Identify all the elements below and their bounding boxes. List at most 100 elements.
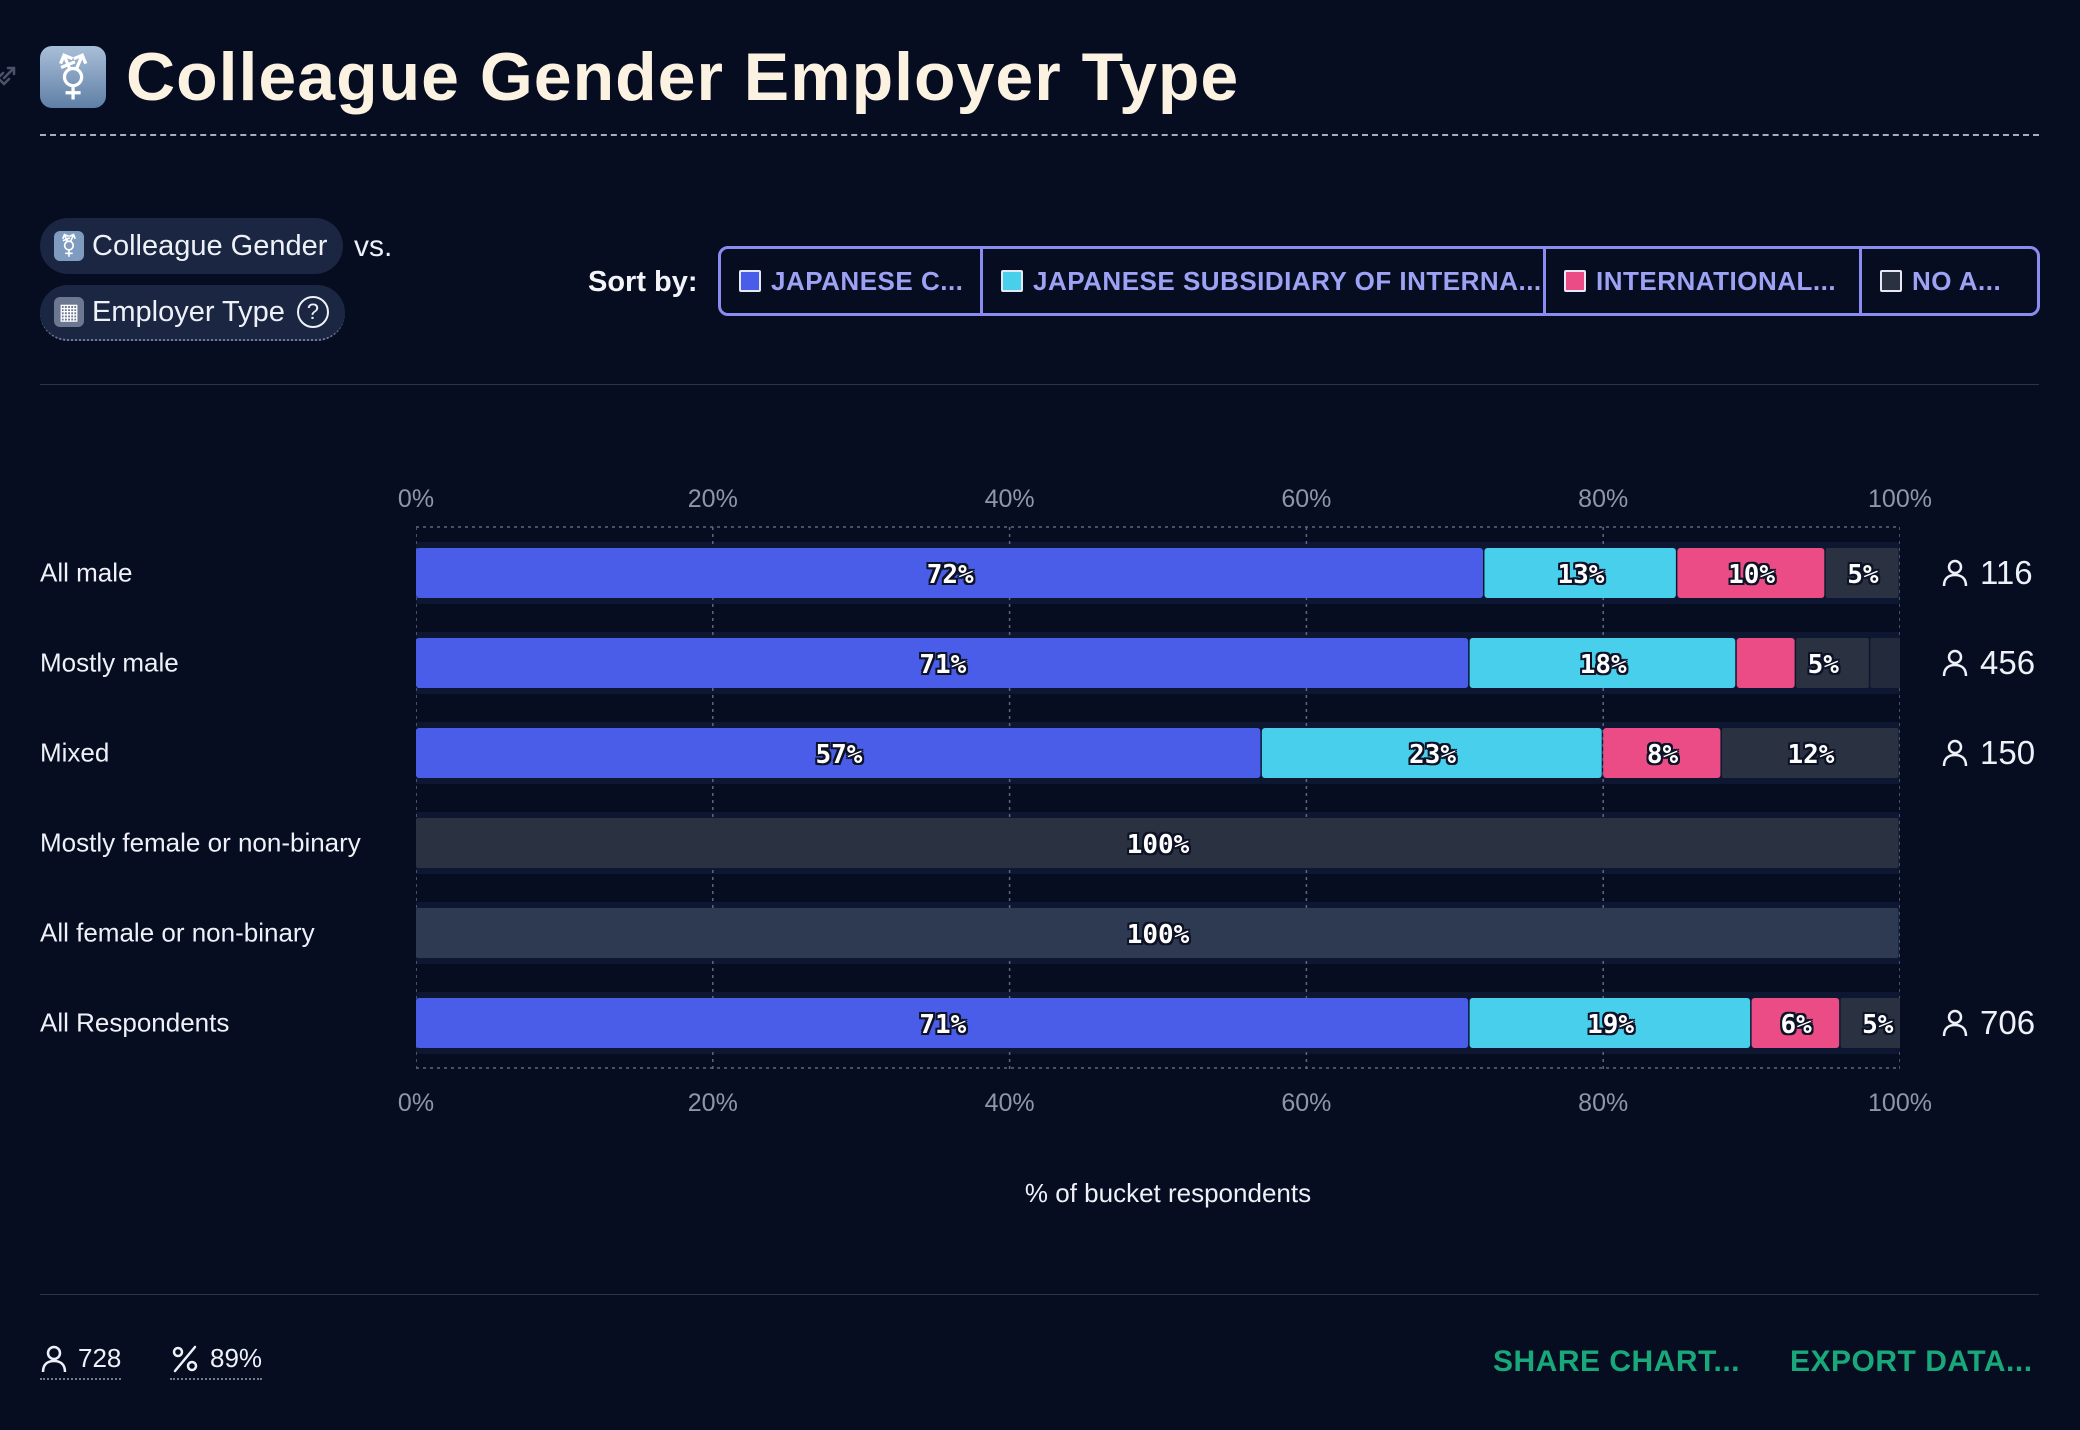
bar-japanese-subsidiary <box>1469 638 1736 688</box>
data-label: 19% <box>1587 1010 1635 1040</box>
x-tick-label-bottom: 40% <box>984 1089 1035 1117</box>
category-label: All female or non-binary <box>40 917 315 948</box>
sort-options: JAPANESE C... JAPANESE SUBSIDIARY OF INT… <box>718 246 2040 316</box>
sort-option-label: NO A... <box>1912 265 2002 296</box>
person-icon <box>41 1345 67 1372</box>
primary-question-label: Colleague Gender <box>92 229 328 262</box>
percent-icon <box>172 1345 198 1372</box>
legend-swatch <box>739 270 761 292</box>
help-icon[interactable]: ? <box>296 296 329 328</box>
respondent-count[interactable]: 728 <box>40 1343 122 1380</box>
row-respondent-count: 706 <box>1942 1004 2035 1042</box>
data-label: 57% <box>815 740 863 770</box>
category-label: Mostly male <box>40 647 179 678</box>
sort-option-no-answer[interactable]: NO A... <box>1862 249 2037 313</box>
vs-label: vs. <box>354 230 393 263</box>
row-respondent-count: 456 <box>1942 644 2035 682</box>
footer-divider <box>40 1294 2039 1295</box>
link-icon[interactable] <box>0 64 18 88</box>
x-tick-label-top: 80% <box>1578 485 1629 513</box>
data-label: 71% <box>919 1010 967 1040</box>
stacked-bar-chart <box>416 526 1900 1070</box>
row-respondent-count-value: 150 <box>1980 734 2036 771</box>
bar-no-answer <box>1825 548 1899 598</box>
bar-international <box>1751 998 1840 1048</box>
bar-japanese-company <box>416 728 1261 778</box>
bar-no-answer <box>1796 638 1869 688</box>
data-label: 5% <box>1807 650 1839 680</box>
data-label: 13% <box>1557 560 1605 590</box>
legend-swatch <box>1880 270 1902 292</box>
x-tick-label-bottom: 100% <box>1868 1089 1932 1117</box>
x-tick-label-top: 100% <box>1868 485 1932 513</box>
data-label: 6% <box>1780 1010 1812 1040</box>
data-label: 8% <box>1646 740 1679 770</box>
bar-japanese-company <box>416 998 1469 1048</box>
section-divider <box>40 384 2039 385</box>
page-title: Colleague Gender Employer Type <box>126 39 1240 115</box>
bar-no-answer <box>416 818 1899 868</box>
sort-option-japanese-company[interactable]: JAPANESE C... <box>721 249 983 313</box>
data-label: 12% <box>1787 740 1835 770</box>
secondary-question-label: Employer Type <box>92 295 285 328</box>
row-respondent-count-value: 116 <box>1980 554 2033 591</box>
bar-international <box>1677 548 1825 598</box>
row-respondent-count-value: 456 <box>1980 644 2036 681</box>
primary-question-pill[interactable]: ⚧ Colleague Gender <box>40 218 344 274</box>
x-axis-label: % of bucket respondents <box>1024 1178 1312 1208</box>
x-tick-label-bottom: 80% <box>1578 1089 1629 1117</box>
x-tick-label-top: 60% <box>1281 485 1332 513</box>
x-tick-label-bottom: 0% <box>397 1089 435 1117</box>
sort-option-japanese-subsidiary[interactable]: JAPANESE SUBSIDIARY OF INTERNA... <box>983 249 1546 313</box>
sort-option-label: JAPANESE SUBSIDIARY OF INTERNA... <box>1033 265 1542 296</box>
data-label: 5% <box>1847 560 1879 590</box>
person-icon <box>1942 559 1968 587</box>
row-respondent-count: 116 <box>1942 554 2033 592</box>
bar-japanese-subsidiary <box>1484 548 1676 598</box>
export-data-button[interactable]: EXPORT DATA... <box>1790 1345 2033 1378</box>
data-label: 100% <box>1126 920 1190 950</box>
row-respondent-count: 150 <box>1942 734 2035 772</box>
data-label: 18% <box>1579 650 1627 680</box>
legend-swatch <box>1001 270 1023 292</box>
transgender-symbol-icon: ⚧ <box>40 46 106 108</box>
respondent-count-value: 728 <box>78 1343 122 1373</box>
bar-japanese-subsidiary <box>1261 728 1602 778</box>
office-building-icon: ▦ <box>54 297 84 327</box>
category-label: All Respondents <box>40 1007 230 1038</box>
sort-option-international[interactable]: INTERNATIONAL... <box>1546 249 1862 313</box>
x-tick-label-bottom: 60% <box>1281 1089 1332 1117</box>
data-label: 72% <box>926 560 974 590</box>
response-rate[interactable]: 89% <box>170 1343 263 1380</box>
data-label: 100% <box>1126 830 1190 860</box>
person-icon <box>1942 1009 1968 1037</box>
x-tick-label-top: 40% <box>984 485 1035 513</box>
x-tick-label-top: 20% <box>687 485 738 513</box>
data-label: 5% <box>1862 1010 1894 1040</box>
bar-japanese-subsidiary <box>1469 998 1751 1048</box>
category-label: Mostly female or non-binary <box>40 827 361 858</box>
data-label: 10% <box>1728 560 1776 590</box>
person-icon <box>1942 649 1968 677</box>
secondary-question-pill[interactable]: ▦ Employer Type ? <box>40 285 345 341</box>
sort-option-label: JAPANESE C... <box>771 265 964 296</box>
category-label: All male <box>40 557 133 588</box>
bar-no-answer <box>1721 728 1899 778</box>
data-label: 23% <box>1409 740 1457 770</box>
bar-japanese-company <box>416 548 1483 598</box>
sort-by-label: Sort by: <box>588 266 698 298</box>
bar-japanese-company <box>416 638 1469 688</box>
share-chart-button[interactable]: SHARE CHART... <box>1493 1345 1741 1378</box>
x-tick-label-bottom: 20% <box>687 1089 738 1117</box>
person-icon <box>1942 739 1968 767</box>
bar-international <box>1603 728 1721 778</box>
bar-no-answer <box>416 908 1899 958</box>
transgender-symbol-icon: ⚧ <box>54 231 84 261</box>
x-tick-label-top: 0% <box>397 485 435 513</box>
title-divider <box>40 134 2039 136</box>
bar-extra-segment <box>1870 638 1900 688</box>
row-respondent-count-value: 706 <box>1980 1004 2036 1041</box>
response-rate-value: 89% <box>210 1343 263 1373</box>
bar-no-answer <box>1840 998 1900 1048</box>
data-label: 71% <box>919 650 967 680</box>
